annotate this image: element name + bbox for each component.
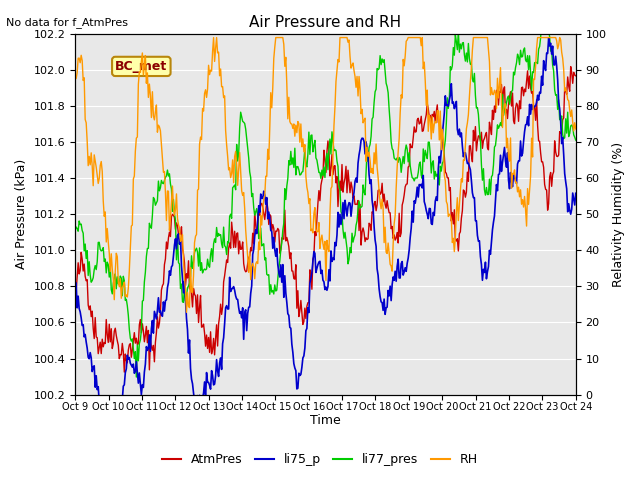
Y-axis label: Relativity Humidity (%): Relativity Humidity (%) [612,142,625,287]
Legend: AtmPres, li75_p, li77_pres, RH: AtmPres, li75_p, li77_pres, RH [157,448,483,471]
X-axis label: Time: Time [310,414,341,427]
Title: Air Pressure and RH: Air Pressure and RH [250,15,401,30]
Text: No data for f_AtmPres: No data for f_AtmPres [6,17,129,28]
Y-axis label: Air Pressure (kPa): Air Pressure (kPa) [15,159,28,269]
Text: BC_met: BC_met [115,60,168,73]
